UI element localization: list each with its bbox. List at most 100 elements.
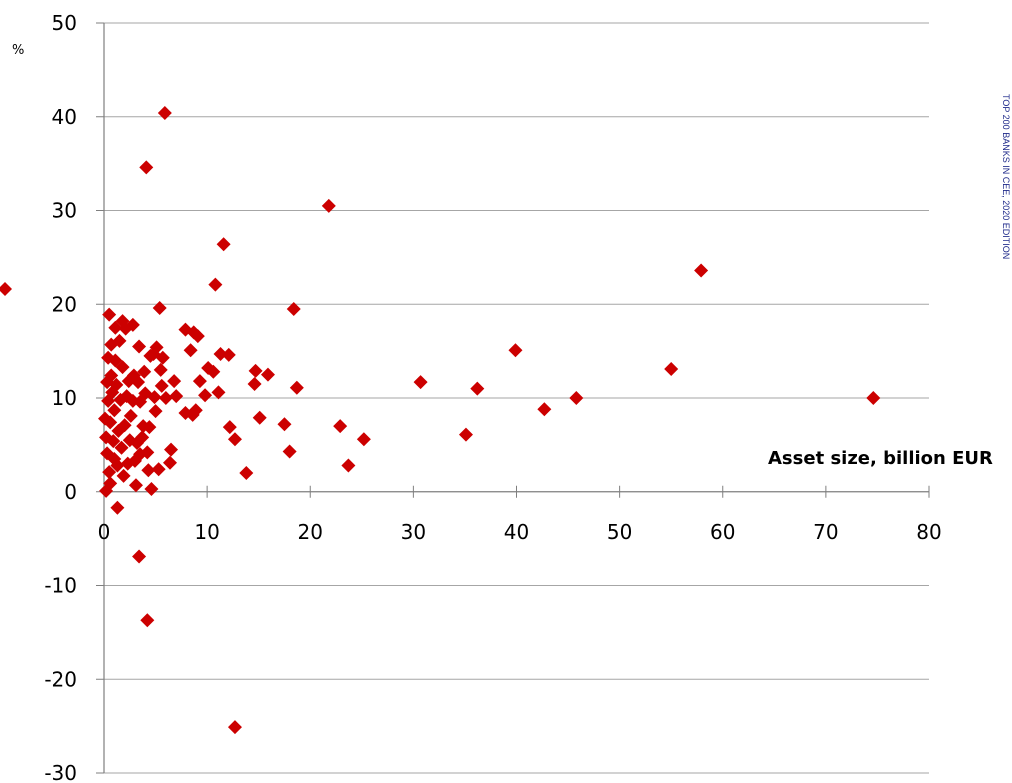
x-tick-label: 10 bbox=[194, 520, 219, 544]
data-point bbox=[158, 391, 173, 405]
data-point bbox=[136, 419, 151, 434]
x-tick-label: 40 bbox=[504, 520, 529, 544]
data-point bbox=[664, 361, 679, 376]
data-point bbox=[289, 380, 304, 395]
data-point bbox=[169, 389, 184, 404]
data-point bbox=[111, 423, 126, 438]
data-point bbox=[167, 374, 182, 389]
data-point bbox=[183, 343, 198, 358]
data-point bbox=[569, 391, 584, 405]
x-tick-label: 70 bbox=[813, 520, 838, 544]
data-point bbox=[277, 417, 292, 432]
data-point bbox=[99, 430, 114, 445]
data-point bbox=[140, 613, 155, 628]
data-point bbox=[178, 406, 193, 420]
y-tick-label: 50 bbox=[52, 11, 77, 35]
data-point bbox=[137, 364, 152, 379]
data-point bbox=[114, 440, 129, 455]
x-axis-title: Asset size, billion EUR bbox=[768, 448, 993, 469]
y-tick-label: 20 bbox=[52, 292, 77, 316]
data-point bbox=[221, 347, 236, 362]
data-point bbox=[227, 720, 242, 735]
y-tick-label: -30 bbox=[44, 761, 77, 783]
data-point bbox=[333, 419, 348, 434]
data-point bbox=[101, 350, 116, 365]
data-point bbox=[153, 362, 168, 377]
data-point bbox=[113, 392, 128, 407]
data-point bbox=[144, 481, 159, 496]
data-point bbox=[104, 337, 119, 352]
data-point bbox=[157, 106, 172, 120]
data-point bbox=[123, 408, 138, 423]
data-point bbox=[107, 403, 122, 418]
y-tick-label: -10 bbox=[44, 574, 77, 598]
data-point bbox=[470, 381, 485, 396]
y-tick-label: 30 bbox=[52, 199, 77, 223]
data-point bbox=[154, 378, 169, 393]
data-point bbox=[143, 348, 158, 363]
data-point bbox=[208, 277, 223, 292]
data-point bbox=[152, 301, 167, 315]
data-point bbox=[537, 402, 552, 417]
x-tick-label: 20 bbox=[298, 520, 323, 544]
data-point bbox=[341, 458, 356, 473]
x-tick-label: 30 bbox=[401, 520, 426, 544]
data-point bbox=[128, 478, 143, 493]
data-point bbox=[694, 263, 709, 278]
x-tick-label: 50 bbox=[607, 520, 632, 544]
data-point bbox=[282, 444, 297, 459]
x-tick-label: 0 bbox=[98, 520, 111, 544]
data-points bbox=[98, 106, 881, 735]
data-point bbox=[413, 375, 428, 390]
data-point bbox=[213, 346, 228, 361]
y-tick-label: 40 bbox=[52, 105, 77, 129]
side-note: TOP 200 BANKS IN CEE, 2020 EDITION bbox=[1001, 94, 1011, 259]
data-point bbox=[132, 549, 147, 564]
data-point bbox=[866, 391, 881, 405]
partial-marker-left bbox=[0, 282, 12, 296]
data-point bbox=[286, 301, 301, 316]
data-point bbox=[321, 198, 336, 213]
tick-labels: 50 40 30 20 10 0 -10 -20 -30 0 10 20 30 40 50 60 70 80 bbox=[44, 11, 941, 783]
data-point bbox=[201, 361, 216, 375]
data-point bbox=[252, 410, 267, 425]
data-point bbox=[192, 374, 207, 389]
y-tick-label: -20 bbox=[44, 667, 77, 691]
data-point bbox=[108, 320, 123, 335]
data-point bbox=[122, 433, 137, 448]
data-point bbox=[248, 363, 263, 378]
data-point bbox=[239, 466, 254, 480]
data-point bbox=[141, 463, 156, 478]
data-point bbox=[211, 385, 226, 400]
data-point bbox=[227, 432, 242, 447]
data-point bbox=[120, 456, 135, 471]
data-point bbox=[356, 432, 371, 447]
data-point bbox=[198, 388, 213, 403]
data-point bbox=[98, 411, 113, 426]
data-point bbox=[163, 455, 177, 470]
data-point bbox=[102, 307, 117, 322]
data-point bbox=[102, 465, 117, 480]
y-tick-label: 10 bbox=[52, 386, 77, 410]
x-tick-label: 80 bbox=[916, 520, 941, 544]
x-tick-label: 60 bbox=[710, 520, 735, 544]
data-point bbox=[132, 339, 147, 354]
data-point bbox=[222, 420, 237, 435]
data-point bbox=[260, 367, 275, 382]
data-point bbox=[99, 483, 114, 498]
data-point bbox=[247, 376, 262, 391]
data-point bbox=[121, 374, 136, 389]
y-axis-unit: % bbox=[12, 43, 24, 58]
data-point bbox=[216, 237, 231, 252]
data-point bbox=[178, 322, 193, 337]
data-point bbox=[139, 160, 154, 175]
data-point bbox=[116, 468, 131, 483]
data-point bbox=[100, 446, 115, 461]
y-tick-label: 0 bbox=[64, 480, 77, 504]
data-point bbox=[148, 404, 163, 419]
data-point bbox=[101, 393, 116, 408]
data-point bbox=[458, 427, 473, 442]
data-point bbox=[100, 375, 115, 390]
data-point bbox=[164, 442, 179, 457]
